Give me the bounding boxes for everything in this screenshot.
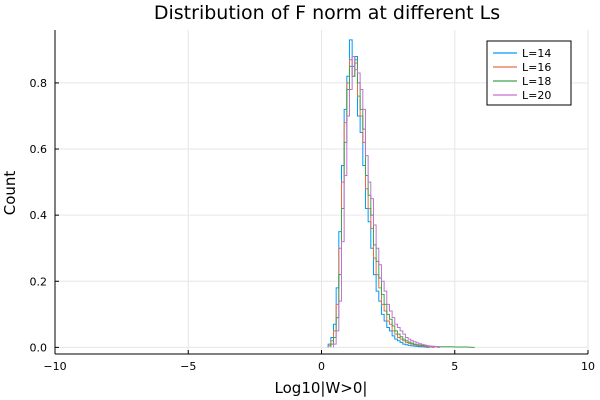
series-line-l-14 bbox=[327, 39, 430, 348]
y-tick-label-0: 0.0 bbox=[30, 341, 48, 354]
x-tick-label-0: −10 bbox=[43, 360, 66, 373]
y-axis-label: Count bbox=[1, 171, 19, 216]
x-tick-label-4: 10 bbox=[581, 360, 595, 373]
series-line-l-18 bbox=[330, 59, 475, 348]
y-tick-label-2: 0.4 bbox=[30, 209, 48, 222]
x-tick-label-1: −5 bbox=[180, 360, 196, 373]
series-group bbox=[327, 39, 475, 348]
y-tick-label-3: 0.6 bbox=[30, 143, 48, 156]
x-tick-label-3: 5 bbox=[451, 360, 458, 373]
legend-box bbox=[486, 40, 572, 106]
series-line-l-20 bbox=[332, 55, 441, 348]
chart-title: Distribution of F norm at different Ls bbox=[154, 2, 500, 24]
legend-label-3: L=20 bbox=[522, 89, 551, 102]
y-tick-label-1: 0.2 bbox=[30, 275, 48, 288]
legend-label-2: L=18 bbox=[522, 75, 551, 88]
x-axis-label: Log10|W>0| bbox=[275, 379, 368, 397]
y-tick-label-4: 0.8 bbox=[30, 77, 48, 90]
tick-labels: −10 −5 0 5 10 0.0 0.2 0.4 0.6 0.8 bbox=[30, 77, 596, 373]
legend-label-0: L=14 bbox=[522, 47, 551, 60]
legend-label-1: L=16 bbox=[522, 61, 551, 74]
legend: L=14L=16L=18L=20 bbox=[486, 40, 572, 106]
x-tick-label-2: 0 bbox=[318, 360, 325, 373]
